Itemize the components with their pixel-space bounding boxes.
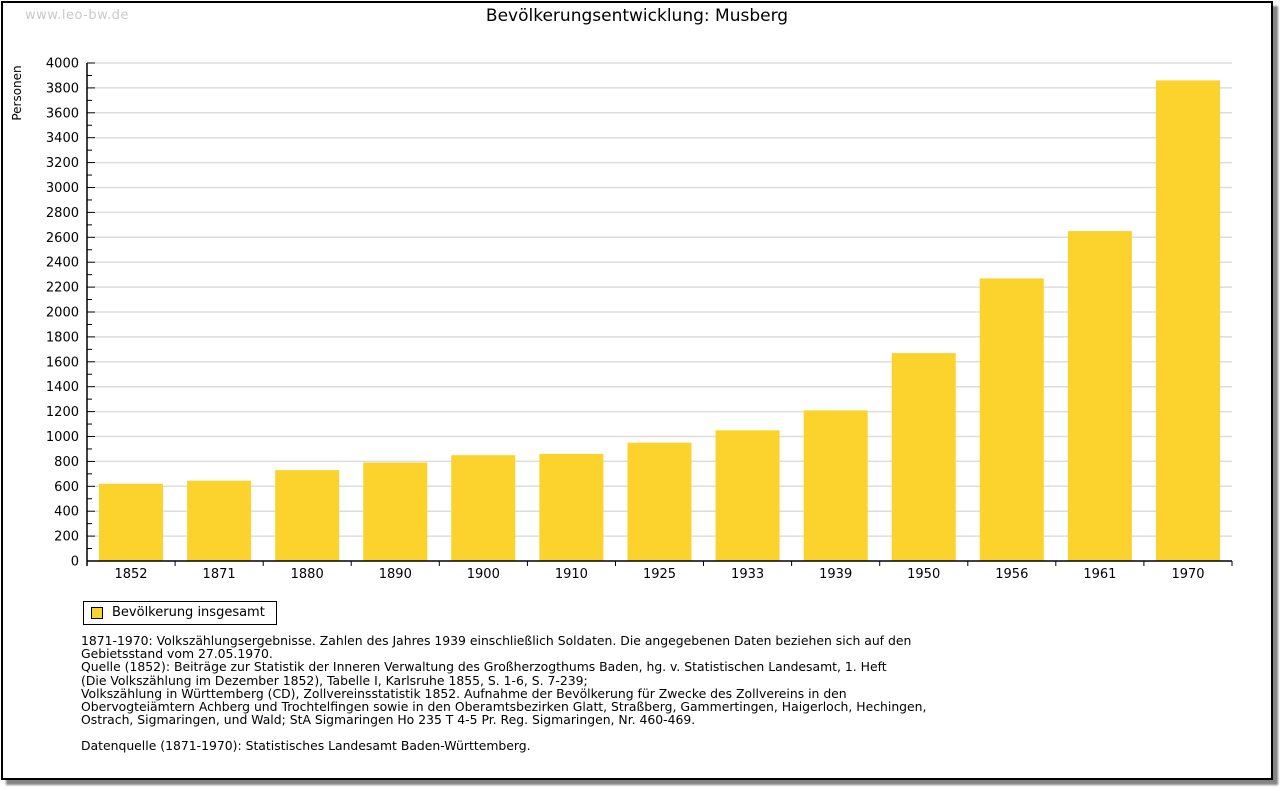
y-tick-label: 1200: [46, 405, 79, 420]
x-tick-label: 1871: [203, 567, 236, 582]
chart-frame: www.leo-bw.de Bevölkerungsentwicklung: M…: [1, 1, 1273, 780]
y-tick-label: 400: [54, 505, 79, 520]
x-tick-label: 1880: [291, 567, 324, 582]
x-tick-label: 1910: [555, 567, 588, 582]
watermark: www.leo-bw.de: [25, 8, 129, 23]
x-tick-label: 1900: [467, 567, 500, 582]
source-notes: 1871-1970: Volkszählungsergebnisse. Zahl…: [81, 634, 1221, 753]
y-tick-label: 2800: [46, 206, 79, 221]
y-tick-label: 1000: [46, 430, 79, 445]
legend-swatch-icon: [91, 606, 103, 619]
y-tick-label: 2000: [46, 306, 79, 321]
y-tick-label: 3000: [46, 181, 79, 196]
x-tick-label: 1956: [995, 567, 1028, 582]
y-tick-label: 2600: [46, 231, 79, 246]
note-line: 1871-1970: Volkszählungsergebnisse. Zahl…: [81, 633, 912, 648]
bar: [451, 455, 516, 561]
x-tick-label: 1939: [819, 567, 852, 582]
y-tick-label: 1600: [46, 355, 79, 370]
note-line: Obervogteiämtern Achberg und Trochtelfin…: [81, 699, 927, 715]
note-line: Volkszählung in Württemberg (CD), Zollve…: [81, 685, 847, 701]
x-tick-label: 1925: [643, 567, 676, 582]
bar: [1156, 80, 1220, 562]
bar: [363, 462, 428, 561]
population-bar-chart: 1852 1871 1880 1890 1900 1910 1925 1933 1939 1950…: [46, 57, 1233, 582]
y-tick-label: 600: [54, 480, 79, 495]
y-tick-label: 200: [54, 530, 79, 545]
note-line: Quelle (1852): Beiträge zur Statistik de…: [81, 659, 887, 675]
bar: [803, 410, 868, 561]
data-source-line: Datenquelle (1871-1970): Statistisches L…: [81, 738, 531, 754]
x-tick-label: 1961: [1083, 567, 1116, 582]
y-tick-label: 3200: [46, 156, 79, 171]
y-tick-label: 0: [71, 555, 79, 570]
bar: [715, 430, 780, 561]
y-tick-label: 1400: [46, 380, 79, 395]
y-tick-label: 800: [54, 455, 79, 470]
y-tick-label: 1800: [46, 330, 79, 345]
y-tick-label: 3800: [46, 81, 79, 96]
bar: [627, 442, 692, 561]
bar: [275, 470, 340, 561]
bar: [99, 483, 163, 561]
x-tick-label: 1890: [379, 567, 412, 582]
note-line: (Die Volkszählung im Dezember 1852), Tab…: [81, 672, 588, 688]
y-tick-label: 2400: [46, 256, 79, 271]
x-tick-label: 1970: [1171, 567, 1204, 582]
bar: [539, 453, 604, 561]
x-tick-label: 1933: [731, 567, 764, 582]
y-tick-label: 4000: [46, 57, 79, 72]
page-title: Bevölkerungsentwicklung: Musberg: [485, 6, 789, 26]
y-tick-label: 3600: [46, 106, 79, 121]
x-tick-label: 1852: [114, 567, 147, 582]
bar: [979, 278, 1044, 561]
note-line: Ostrach, Sigmaringen, und Wald; StA Sigm…: [81, 712, 696, 728]
legend-label: Bevölkerung insgesamt: [112, 605, 265, 620]
x-tick-label: 1950: [907, 567, 940, 582]
bar: [891, 353, 956, 561]
bar: [187, 480, 252, 561]
note-line: Gebietsstand vom 27.05.1970.: [81, 646, 273, 662]
y-tick-label: 2200: [46, 281, 79, 296]
bar: [1067, 231, 1132, 561]
y-tick-label: 3400: [46, 131, 79, 146]
legend: Bevölkerung insgesamt: [83, 601, 277, 625]
